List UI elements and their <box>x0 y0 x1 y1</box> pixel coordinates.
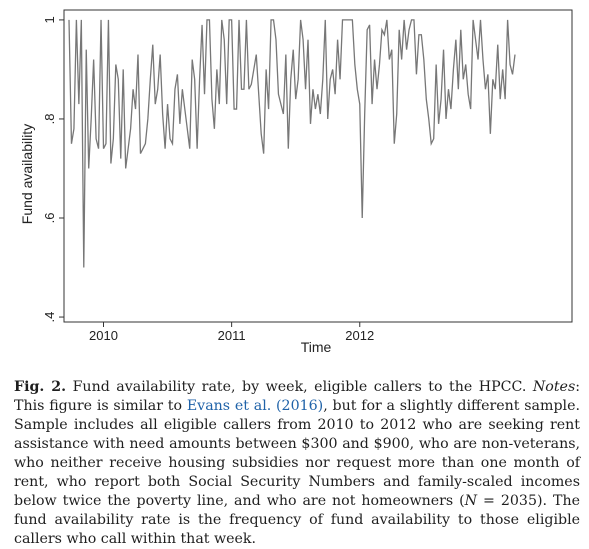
caption-notes-label: Notes <box>532 379 576 395</box>
figure-caption: Fig. 2. Fund availability rate, by week,… <box>14 378 580 549</box>
figure-2: .4 .6 .8 1 2010 2011 2012 Time Fund availabil… <box>19 9 573 355</box>
plot-area-frame <box>63 9 573 323</box>
y-axis-title: Fund availability <box>19 124 35 224</box>
x-axis-title: Time <box>301 339 332 355</box>
y-tick-label: 1 <box>42 16 57 23</box>
y-tick-label: .4 <box>42 312 57 323</box>
caption-figure-label: Fig. 2. <box>14 379 67 395</box>
caption-title-text: Fund availability rate, by week, eligibl… <box>66 379 533 395</box>
y-tick-label: .6 <box>42 213 57 224</box>
caption-citation-link[interactable]: Evans et al. (2016) <box>186 398 324 414</box>
x-axis: 2010 2011 2012 <box>89 322 374 343</box>
series-line-fund-availability <box>68 19 516 268</box>
line-chart: .4 .6 .8 1 2010 2011 2012 Time Fund availabil… <box>19 9 573 355</box>
y-axis: .4 .6 .8 1 <box>42 16 64 322</box>
x-tick-label: 2012 <box>345 328 374 343</box>
series-layer <box>68 19 516 268</box>
caption-text-before-citation: : This figure is similar to <box>14 379 581 414</box>
y-tick-label: .8 <box>42 114 57 125</box>
caption-n-expression: N = 2035 <box>464 493 537 509</box>
x-tick-label: 2010 <box>89 328 118 343</box>
x-tick-label: 2011 <box>218 328 246 343</box>
caption-text-after-citation: , but for a slightly different sample. S… <box>14 398 580 509</box>
